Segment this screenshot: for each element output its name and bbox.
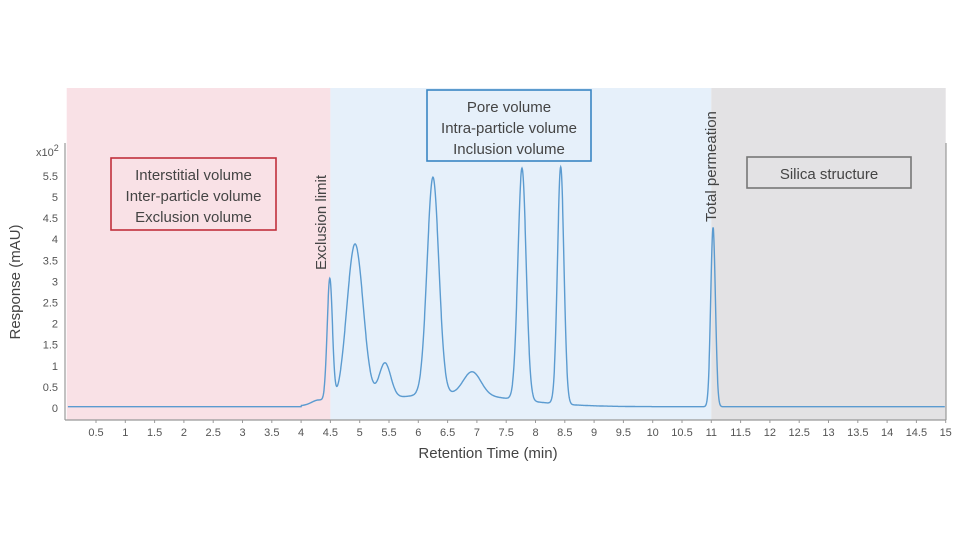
x-axis-label: Retention Time (min) [418,445,557,462]
x-tick-label: 1.5 [147,427,162,439]
interstitial-annotation: Interstitial volume Inter-particle volume… [110,157,277,231]
annotation-boxes: Interstitial volume Inter-particle volume… [110,89,912,231]
x-tick-label: 2 [181,427,187,439]
x-tick-label: 0.5 [88,427,103,439]
silica-label: Silica structure [780,166,878,183]
x-tick-label: 11.5 [730,427,751,439]
y-tick-label: 0.5 [43,382,58,394]
y-tick-label: 3.5 [43,255,58,267]
y-tick-label: 0 [52,403,58,415]
x-tick-label: 8.5 [557,427,572,439]
x-tick-label: 10.5 [671,427,692,439]
x-tick-label: 6.5 [440,427,455,439]
regions [66,88,946,420]
pore-box [426,89,592,162]
x-tick-label: 14 [881,427,893,439]
x-tick-label: 2.5 [206,427,221,439]
x-tick-label: 7.5 [499,427,514,439]
x-tick-label: 14.5 [906,427,927,439]
markers: Exclusion limit Total permeation [313,111,720,270]
x-tick-label: 15 [940,427,952,439]
x-tick-label: 12.5 [788,427,809,439]
x-tick-label: 13 [822,427,834,439]
y-multiplier: x102 [36,143,59,159]
y-ticks: 0 0.5 1 1.5 2 2.5 3 3.5 4 4.5 5 5.5 [43,171,58,415]
y-tick-label: 1.5 [43,340,58,352]
interstitial-label: Inter-particle volume [126,188,262,205]
region-interstitial [66,88,331,420]
x-tick-label: 9.5 [616,427,631,439]
x-tick-label: 12 [764,427,776,439]
x-tick-label: 11 [706,427,717,439]
x-tick-label: 5 [357,427,363,439]
x-tick-label: 3.5 [264,427,279,439]
x-tick-label: 9 [591,427,597,439]
x-tick-label: 7 [474,427,480,439]
x-tick-label: 1 [122,427,128,439]
region-silica [711,88,946,420]
y-tick-label: 5 [52,192,58,204]
pore-label: Intra-particle volume [441,120,577,137]
interstitial-label: Interstitial volume [135,167,252,184]
pore-label: Pore volume [467,99,551,116]
marker-label: Exclusion limit [313,174,330,270]
y-tick-label: 3 [52,276,58,288]
silica-box [746,156,912,189]
y-tick-label: 2.5 [43,298,58,310]
interstitial-label: Exclusion volume [135,209,252,226]
y-tick-label: 1 [52,361,58,373]
x-tick-label: 10 [647,427,659,439]
interstitial-box [110,157,277,231]
y-tick-label: 5.5 [43,171,58,183]
pore-annotation: Pore volume Intra-particle volume Inclusio… [426,89,592,162]
x-tick-label: 4 [298,427,304,439]
x-tick-label: 6 [415,427,421,439]
pore-label: Inclusion volume [453,141,565,158]
y-tick-label: 2 [52,319,58,331]
region-pore [330,88,712,420]
x-ticks: 0.5 1 1.5 2 2.5 3 3.5 4 4.5 5 5.5 6 6.5 7 7.5 8 8.5 9 9.5 1… [88,420,952,439]
marker-label: Total permeation [703,111,720,222]
silica-annotation: Silica structure [746,156,912,189]
x-tick-label: 13.5 [847,427,868,439]
y-tick-label: 4 [52,234,58,246]
x-tick-label: 3 [239,427,245,439]
y-axis-label: Response (mAU) [7,224,24,339]
x-tick-label: 4.5 [323,427,338,439]
x-tick-label: 8 [532,427,538,439]
x-tick-label: 5.5 [381,427,396,439]
y-tick-label: 4.5 [43,213,58,225]
chromatogram-line [67,164,945,408]
